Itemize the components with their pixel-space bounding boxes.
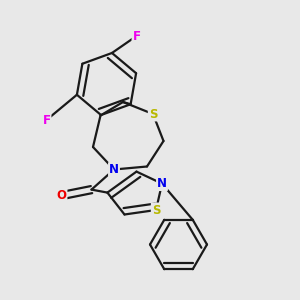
Text: N: N: [157, 177, 167, 190]
Text: S: S: [149, 107, 157, 121]
Text: N: N: [109, 163, 119, 176]
Text: S: S: [152, 203, 160, 217]
Text: F: F: [43, 113, 50, 127]
Text: F: F: [133, 29, 140, 43]
Text: O: O: [56, 189, 67, 202]
